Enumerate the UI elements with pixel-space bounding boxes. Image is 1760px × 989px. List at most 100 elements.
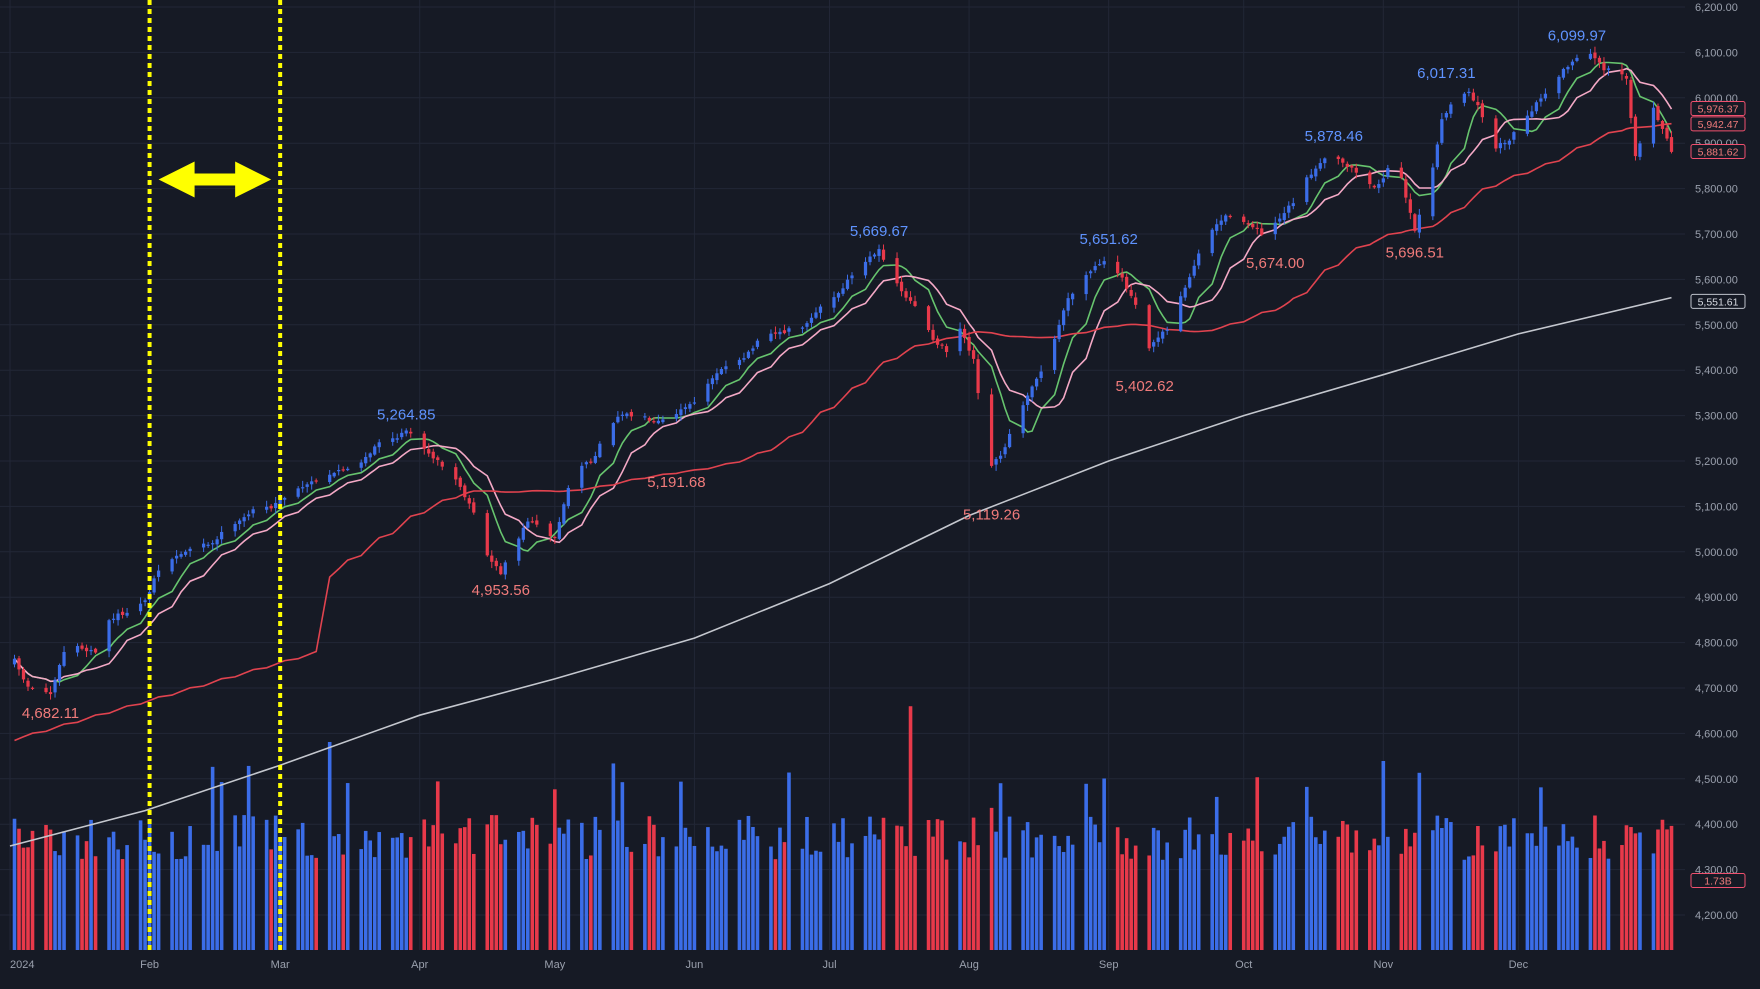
price-annotations: 4,682.11 5,264.85 4,953.56 5,191.68 5,669.67…: [22, 27, 1606, 722]
volume-bar: [471, 853, 476, 950]
volume-bar: [976, 845, 980, 950]
candle-body: [116, 613, 120, 621]
volume-bar: [656, 856, 661, 950]
volume-bar: [1210, 834, 1215, 950]
volume-bar: [1097, 842, 1102, 950]
candle-body: [1260, 228, 1264, 235]
volume-bar: [958, 841, 962, 950]
volume-bar: [269, 849, 273, 950]
volume-bar: [215, 850, 219, 950]
candle-body: [737, 359, 742, 366]
volume-bar: [868, 816, 872, 950]
volume-bar: [755, 836, 760, 950]
volume-bar: [1669, 825, 1674, 950]
candle-body: [1539, 98, 1543, 102]
candle-body: [1120, 273, 1124, 278]
volume-bar: [1597, 848, 1602, 950]
price-axis-label: 4,600.00: [1695, 728, 1738, 740]
candle-body: [80, 645, 84, 649]
candle-body: [1602, 62, 1606, 71]
price-tag-box: [1690, 872, 1746, 888]
candle-body: [1404, 179, 1408, 198]
volume-bar: [1129, 858, 1133, 950]
candle-body: [548, 523, 552, 537]
candle-body: [962, 328, 967, 338]
candle-body: [183, 551, 188, 555]
price-tags: 5,976.37 5,942.47 5,881.62 5,551.61 1.73B: [1690, 101, 1746, 888]
volume-bar: [1354, 830, 1359, 950]
candle-body: [1116, 261, 1120, 274]
price-annotation: 6,017.31: [1417, 65, 1475, 82]
volume-bar: [1404, 828, 1408, 950]
time-axis-label: Oct: [1235, 959, 1252, 971]
candle-body: [1476, 101, 1480, 106]
candle-body: [1566, 66, 1570, 70]
candle-body: [1314, 168, 1318, 177]
candle-body: [1633, 116, 1638, 157]
price-axis-label: 5,400.00: [1695, 365, 1738, 377]
candle-body: [1246, 223, 1250, 225]
candle-body: [1467, 91, 1471, 93]
candle-body: [517, 538, 521, 561]
candle-body: [1669, 137, 1674, 152]
volume-bar: [1417, 772, 1422, 950]
price-annotation: 5,651.62: [1079, 231, 1137, 248]
volume-bar: [219, 782, 224, 950]
volume-bar: [332, 836, 336, 950]
volume-bar: [1651, 853, 1656, 950]
volume-bar: [1255, 777, 1260, 950]
price-annotation: 5,264.85: [377, 407, 435, 424]
volume-bar: [1435, 815, 1440, 950]
volume-bar: [1471, 855, 1476, 950]
candle-body: [1341, 158, 1345, 163]
price-axis-label: 4,200.00: [1695, 910, 1738, 922]
volume-bar: [1259, 851, 1264, 950]
candle-body: [404, 430, 408, 434]
candle-body: [1318, 163, 1322, 169]
volume-bar: [1629, 827, 1633, 950]
volume-bar: [390, 837, 395, 950]
candle-body: [1620, 69, 1624, 75]
volume-bar: [21, 847, 26, 950]
volume-bar: [787, 772, 791, 950]
candle-body: [274, 502, 278, 509]
volume-bar: [1660, 819, 1665, 950]
volume-bar: [152, 851, 156, 950]
time-axis[interactable]: 2024 Feb Mar Apr May Jun Jul Aug Sep Oct Nov Dec: [0, 950, 1685, 989]
candle-body: [935, 338, 940, 345]
volume-bar: [1534, 845, 1539, 950]
volume-bar: [931, 836, 935, 950]
volume-bar: [1381, 760, 1386, 950]
volume-bar: [233, 815, 237, 950]
volume-bar: [1039, 834, 1043, 950]
volume-bar: [643, 843, 647, 950]
candle-body: [850, 275, 854, 279]
volume-bar: [652, 824, 656, 950]
volume-bar: [93, 856, 98, 950]
candle-body: [1386, 168, 1390, 177]
candle-body: [152, 578, 156, 593]
price-axis[interactable]: 4,200.004,300.004,400.004,500.004,600.00…: [1685, 0, 1760, 989]
volume-bar: [1088, 816, 1093, 950]
candle-body: [179, 554, 183, 557]
candle-body: [566, 487, 570, 507]
candle-body: [364, 456, 368, 464]
candle-body: [1021, 405, 1025, 434]
price-annotation: 5,696.51: [1386, 245, 1444, 262]
volume-bar: [336, 834, 341, 950]
price-tag-label: 5,881.62: [1698, 147, 1739, 159]
volume-bar: [1165, 842, 1169, 950]
candle-body: [499, 566, 503, 575]
volume-bar: [530, 817, 535, 950]
volume-bar: [1494, 851, 1498, 950]
candle-body: [1399, 167, 1403, 178]
candle-body: [1656, 106, 1660, 121]
candle-body: [44, 687, 48, 693]
candle-body: [832, 297, 836, 308]
volume-bar: [1151, 827, 1156, 950]
candle-body: [926, 306, 931, 331]
candle-body: [814, 312, 818, 318]
candle-body: [1660, 120, 1665, 129]
volume-bar: [84, 841, 89, 950]
